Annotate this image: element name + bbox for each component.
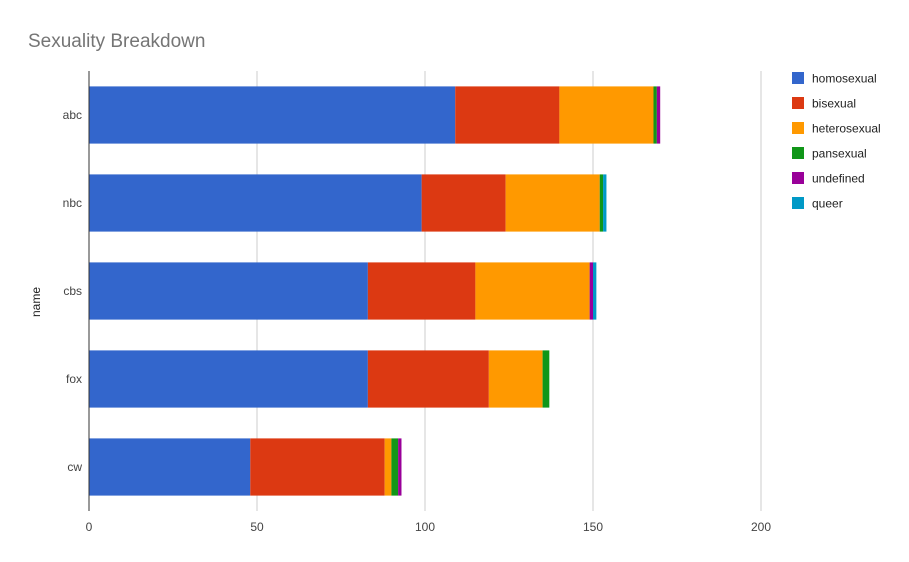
- bar-segment-cbs-undefined[interactable]: [589, 262, 593, 320]
- legend-label-bisexual[interactable]: bisexual: [812, 97, 856, 111]
- legend-swatch-pansexual[interactable]: [792, 147, 804, 159]
- x-tick-label: 50: [250, 520, 264, 534]
- bar-segment-nbc-heterosexual[interactable]: [505, 174, 600, 232]
- y-tick-label: cw: [67, 460, 82, 474]
- bar-segment-fox-bisexual[interactable]: [367, 350, 489, 408]
- legend: homosexual bisexual heterosexual pansexual u…: [792, 72, 881, 211]
- x-tick-label: 200: [751, 520, 771, 534]
- bar-segment-cbs-queer[interactable]: [593, 262, 597, 320]
- axes: 0 50 100 150 200 abc nbc cbs fox cw: [63, 71, 771, 534]
- x-tick-label: 150: [583, 520, 603, 534]
- bar-segment-cw-homosexual[interactable]: [89, 438, 251, 496]
- y-tick-label: abc: [63, 108, 82, 122]
- bar-segment-nbc-bisexual[interactable]: [421, 174, 506, 232]
- bar-segment-cw-undefined[interactable]: [398, 438, 402, 496]
- bar-segment-cbs-heterosexual[interactable]: [475, 262, 590, 320]
- legend-swatch-undefined[interactable]: [792, 172, 804, 184]
- legend-label-queer[interactable]: queer: [812, 197, 843, 211]
- bar-segment-cbs-homosexual[interactable]: [89, 262, 368, 320]
- legend-swatch-homosexual[interactable]: [792, 72, 804, 84]
- y-tick-label: nbc: [63, 196, 82, 210]
- bar-segment-abc-undefined[interactable]: [656, 86, 661, 144]
- bar-segment-fox-heterosexual[interactable]: [488, 350, 543, 408]
- legend-label-pansexual[interactable]: pansexual: [812, 147, 867, 161]
- bar-segment-cw-pansexual[interactable]: [391, 438, 399, 496]
- legend-swatch-queer[interactable]: [792, 197, 804, 209]
- bar-segment-cw-bisexual[interactable]: [250, 438, 385, 496]
- bar-segment-abc-bisexual[interactable]: [455, 86, 560, 144]
- legend-label-heterosexual[interactable]: heterosexual: [812, 122, 881, 136]
- legend-label-undefined[interactable]: undefined: [812, 172, 865, 186]
- y-tick-label: cbs: [63, 284, 82, 298]
- bar-segment-abc-heterosexual[interactable]: [559, 86, 654, 144]
- bar-segment-cbs-bisexual[interactable]: [367, 262, 476, 320]
- bar-segment-fox-pansexual[interactable]: [542, 350, 550, 408]
- y-tick-label: fox: [66, 372, 82, 386]
- legend-swatch-heterosexual[interactable]: [792, 122, 804, 134]
- y-axis-label: name: [29, 287, 43, 317]
- bar-segment-nbc-queer[interactable]: [603, 174, 607, 232]
- chart-title: Sexuality Breakdown: [28, 31, 205, 52]
- bar-segment-nbc-homosexual[interactable]: [89, 174, 422, 232]
- legend-label-homosexual[interactable]: homosexual: [812, 72, 877, 86]
- bar-segment-abc-pansexual[interactable]: [653, 86, 657, 144]
- x-tick-label: 100: [415, 520, 435, 534]
- bars: [89, 86, 661, 496]
- bar-segment-nbc-pansexual[interactable]: [599, 174, 604, 232]
- bar-segment-cw-heterosexual[interactable]: [384, 438, 392, 496]
- bar-segment-abc-homosexual[interactable]: [89, 86, 456, 144]
- legend-swatch-bisexual[interactable]: [792, 97, 804, 109]
- x-tick-label: 0: [86, 520, 93, 534]
- bar-segment-fox-homosexual[interactable]: [89, 350, 368, 408]
